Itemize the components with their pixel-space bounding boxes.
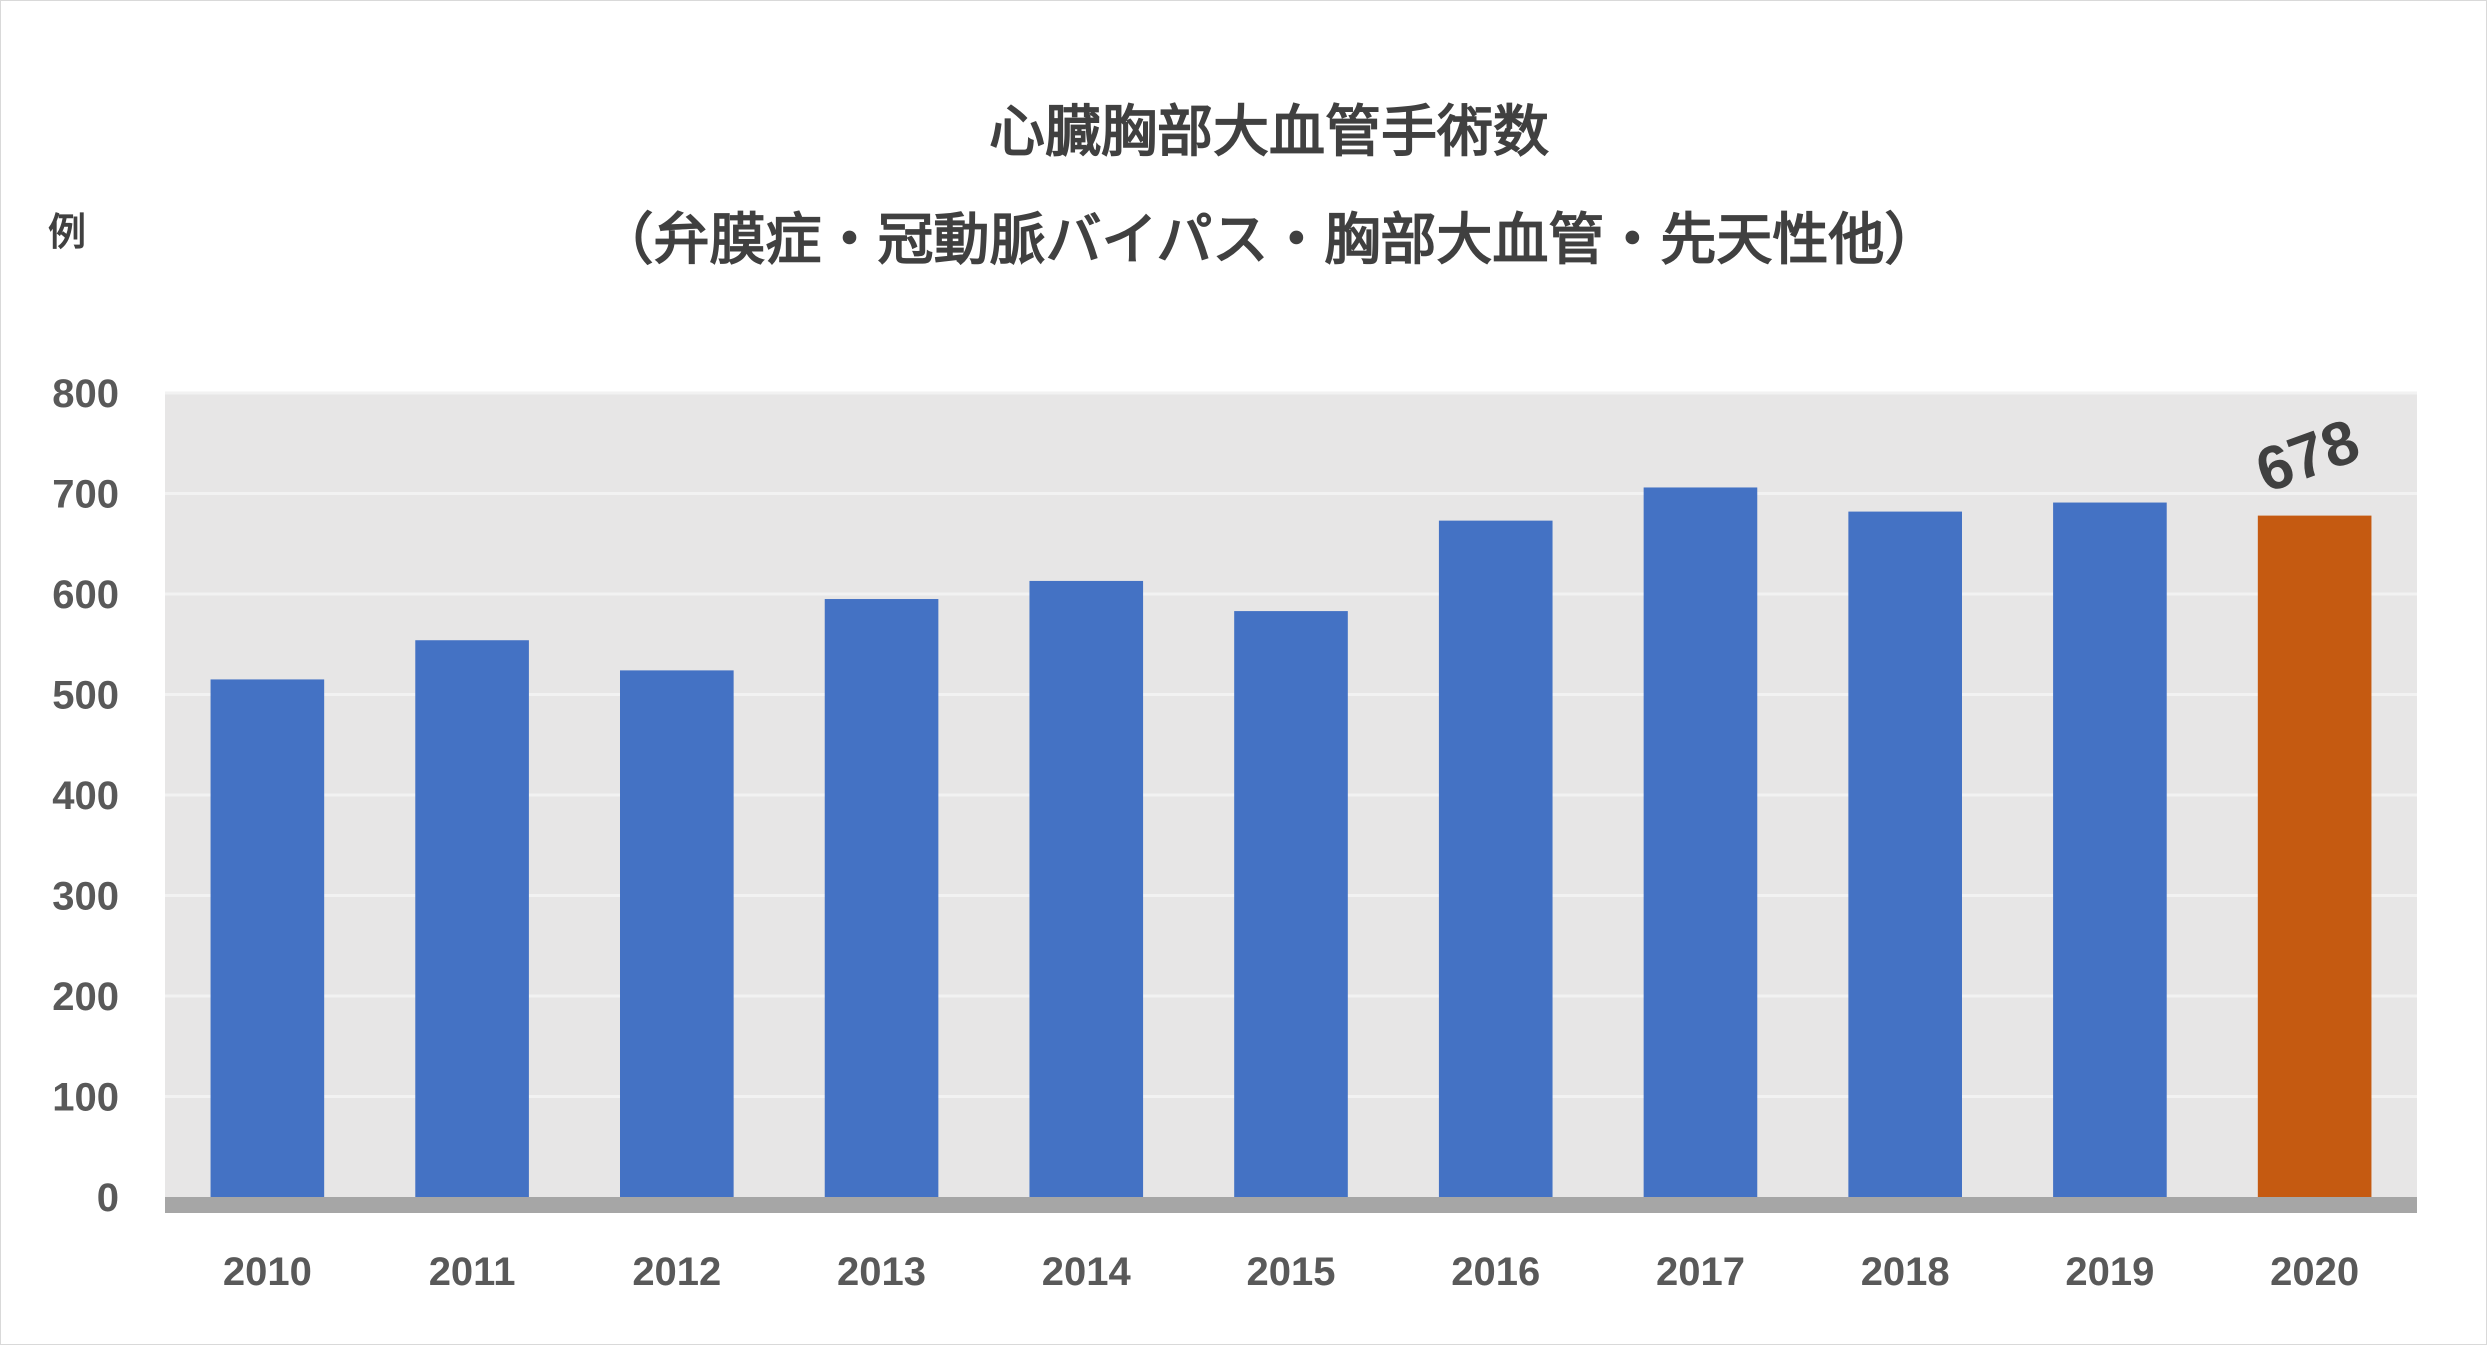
bar-2012	[620, 670, 734, 1197]
chart-subtitle: （弁膜症・冠動脈バイパス・胸部大血管・先天性他）	[598, 208, 1941, 273]
y-tick-label: 0	[97, 1176, 119, 1220]
bar-2017	[1643, 487, 1758, 1198]
y-tick-label: 200	[52, 975, 119, 1019]
x-tick-label: 2014	[1042, 1250, 1132, 1294]
y-tick-label: 300	[52, 875, 119, 919]
x-tick-label: 2015	[1247, 1250, 1336, 1294]
x-tick-label: 2010	[223, 1250, 312, 1294]
bar-2011	[415, 640, 529, 1197]
x-axis-ticks: 2010 2011 2012 2013 2014 2015 2016 2017 2018 2019…	[223, 1250, 2359, 1294]
x-tick-label: 2017	[1656, 1250, 1745, 1294]
x-tick-label: 2012	[632, 1250, 721, 1294]
bar-2018	[1848, 511, 1962, 1198]
y-tick-label: 700	[52, 473, 119, 517]
y-tick-label: 800	[52, 372, 119, 416]
x-tick-label: 2013	[837, 1250, 926, 1294]
bar-2014	[1029, 580, 1144, 1197]
bar-2013	[824, 599, 939, 1197]
bar-2015	[1234, 611, 1348, 1197]
y-tick-label: 400	[52, 774, 119, 818]
y-axis-ticks: 0 100 200 300 400 500 600 700 800	[52, 372, 119, 1220]
x-tick-label: 2018	[1861, 1250, 1950, 1294]
y-tick-label: 100	[52, 1076, 119, 1120]
bar-2016	[1438, 520, 1553, 1197]
x-tick-label: 2011	[429, 1250, 516, 1294]
chart-title: 心臓胸部大血管手術数	[989, 100, 1549, 165]
x-axis-baseline	[165, 1197, 2417, 1213]
bar-2020	[2257, 515, 2372, 1197]
bar-2019	[2053, 502, 2167, 1197]
x-tick-label: 2020	[2270, 1250, 2359, 1294]
y-tick-label: 600	[52, 573, 119, 617]
bar-2010	[210, 679, 325, 1197]
bars	[210, 487, 2372, 1198]
y-tick-label: 500	[52, 674, 119, 718]
x-tick-label: 2019	[2065, 1250, 2154, 1294]
x-tick-label: 2016	[1451, 1250, 1540, 1294]
y-axis-unit-label: 例	[48, 210, 86, 254]
